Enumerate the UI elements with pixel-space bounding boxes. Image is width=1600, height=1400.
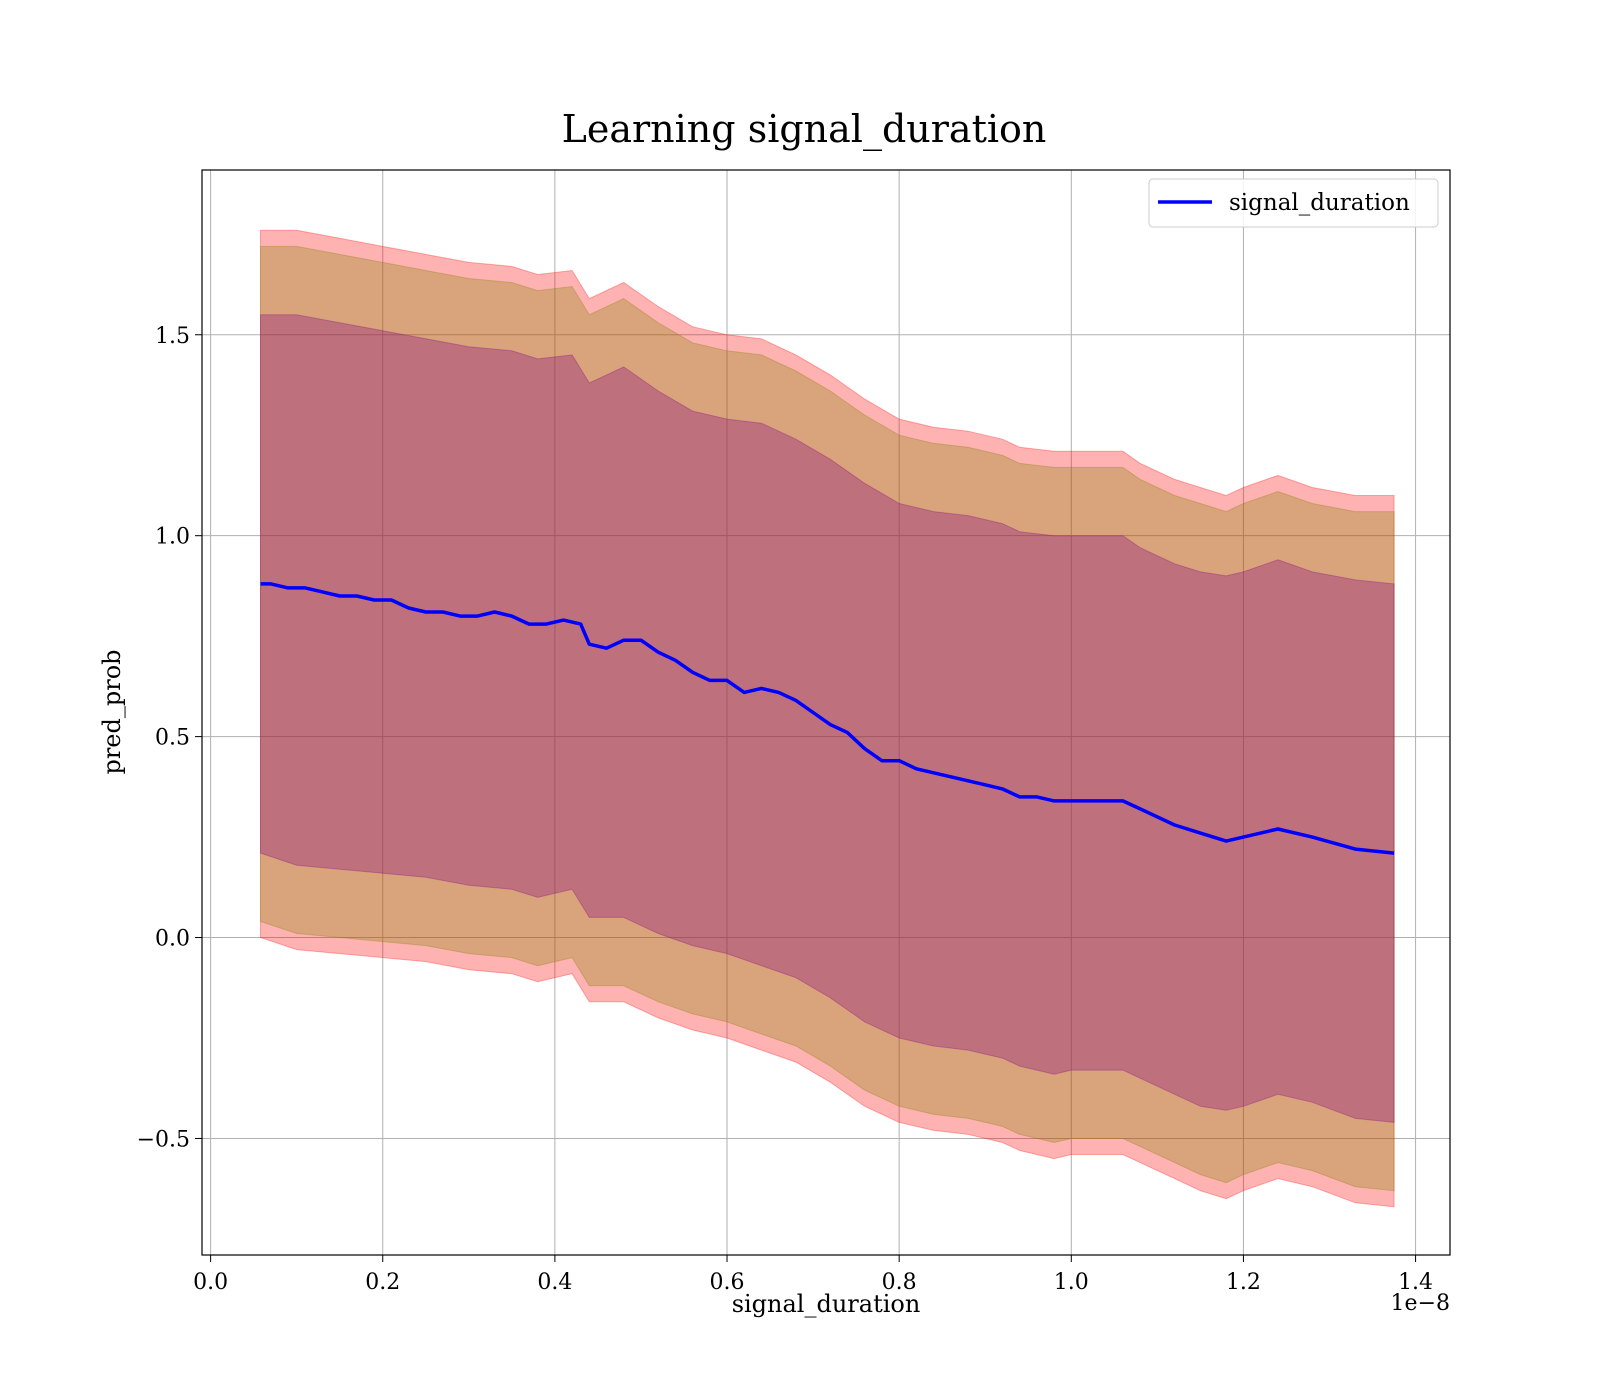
x-axis-label: signal_duration	[732, 1290, 921, 1318]
x-tick-label: 0.6	[710, 1270, 745, 1295]
confidence-band	[260, 229, 1395, 1208]
x-tick-label: 0.0	[193, 1270, 228, 1295]
series-line	[260, 582, 1395, 855]
x-tick-label: 1.0	[1054, 1270, 1089, 1295]
legend-box	[1148, 178, 1439, 228]
x-tick-label: 1.4	[1398, 1270, 1433, 1295]
y-tick-label: 0.5	[155, 726, 190, 751]
y-axis-label: pred_prob	[98, 649, 126, 774]
axis-ticks: 0.0 0.2 0.4 0.6 0.8 1.0 1.2 1.4 −0.5 0.0 0.5 1.0 1.5	[137, 324, 1433, 1295]
confidence-bands	[260, 229, 1395, 1208]
x-tick-label: 1.2	[1226, 1270, 1261, 1295]
y-tick-label: 0.0	[155, 927, 190, 952]
x-tick-label: 0.2	[365, 1270, 400, 1295]
confidence-band	[260, 245, 1395, 1192]
y-tick-label: 1.5	[155, 324, 190, 349]
legend-label: signal_duration	[1229, 190, 1410, 216]
x-axis-offset-label: 1e−8	[1391, 1291, 1450, 1316]
plot-area-frame	[201, 169, 1451, 1256]
chart-title: Learning signal_duration	[562, 107, 1047, 152]
x-tick-label: 0.8	[882, 1270, 917, 1295]
y-tick-label: 1.0	[155, 525, 190, 550]
grid-lines	[202, 170, 1450, 1255]
x-tick-label: 0.4	[537, 1270, 572, 1295]
confidence-band	[260, 314, 1395, 1123]
y-tick-label: −0.5	[137, 1127, 190, 1152]
series-lines	[260, 582, 1395, 855]
legend: signal_duration	[1148, 178, 1439, 228]
